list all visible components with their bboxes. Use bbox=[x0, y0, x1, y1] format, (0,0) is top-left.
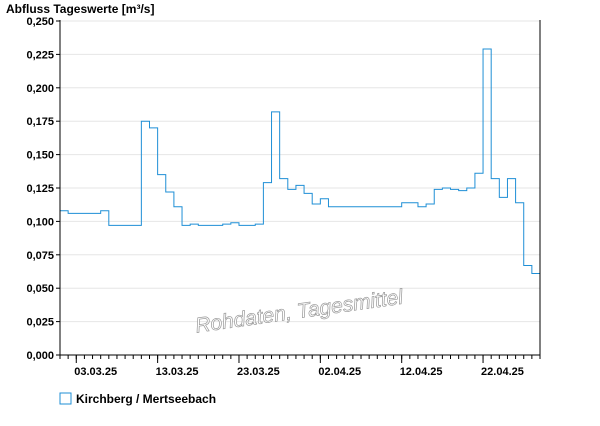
y-tick-label: 0,175 bbox=[26, 116, 54, 128]
y-tick-label: 0,100 bbox=[26, 216, 54, 228]
x-tick-label: 02.04.25 bbox=[318, 366, 361, 378]
watermark: Rohdaten, Tagesmittel bbox=[194, 285, 406, 337]
legend-swatch bbox=[59, 392, 72, 405]
y-tick-label: 0,225 bbox=[26, 49, 54, 61]
x-tick-label: 03.03.25 bbox=[74, 366, 117, 378]
y-tick-label: 0,250 bbox=[26, 16, 54, 28]
y-tick-label: 0,075 bbox=[26, 250, 54, 262]
chart-title: Abfluss Tageswerte [m³/s] bbox=[6, 2, 154, 16]
y-tick-label: 0,000 bbox=[26, 350, 54, 362]
series-layer bbox=[60, 48, 540, 274]
x-tick-label: 23.03.25 bbox=[237, 366, 280, 378]
y-tick-label: 0,200 bbox=[26, 83, 54, 95]
series-line bbox=[60, 48, 540, 274]
y-tick-label: 0,150 bbox=[26, 150, 54, 162]
y-tick-label: 0,125 bbox=[26, 183, 54, 195]
y-ticks: 0,000 0,025 0,050 0,075 0,100 0,125 0,150 0,175… bbox=[26, 16, 60, 362]
y-tick-label: 0,050 bbox=[26, 283, 54, 295]
x-tick-label: 13.03.25 bbox=[156, 366, 199, 378]
x-ticks: 03.03.25 13.03.25 23.03.25 02.04.25 12.04.25… bbox=[59, 355, 541, 378]
legend: Kirchberg / Mertseebach bbox=[59, 392, 216, 406]
x-tick-label: 22.04.25 bbox=[481, 366, 524, 378]
x-tick-label: 12.04.25 bbox=[400, 366, 443, 378]
gridlines bbox=[60, 20, 540, 323]
y-tick-label: 0,025 bbox=[26, 317, 54, 329]
legend-label: Kirchberg / Mertseebach bbox=[76, 392, 216, 406]
